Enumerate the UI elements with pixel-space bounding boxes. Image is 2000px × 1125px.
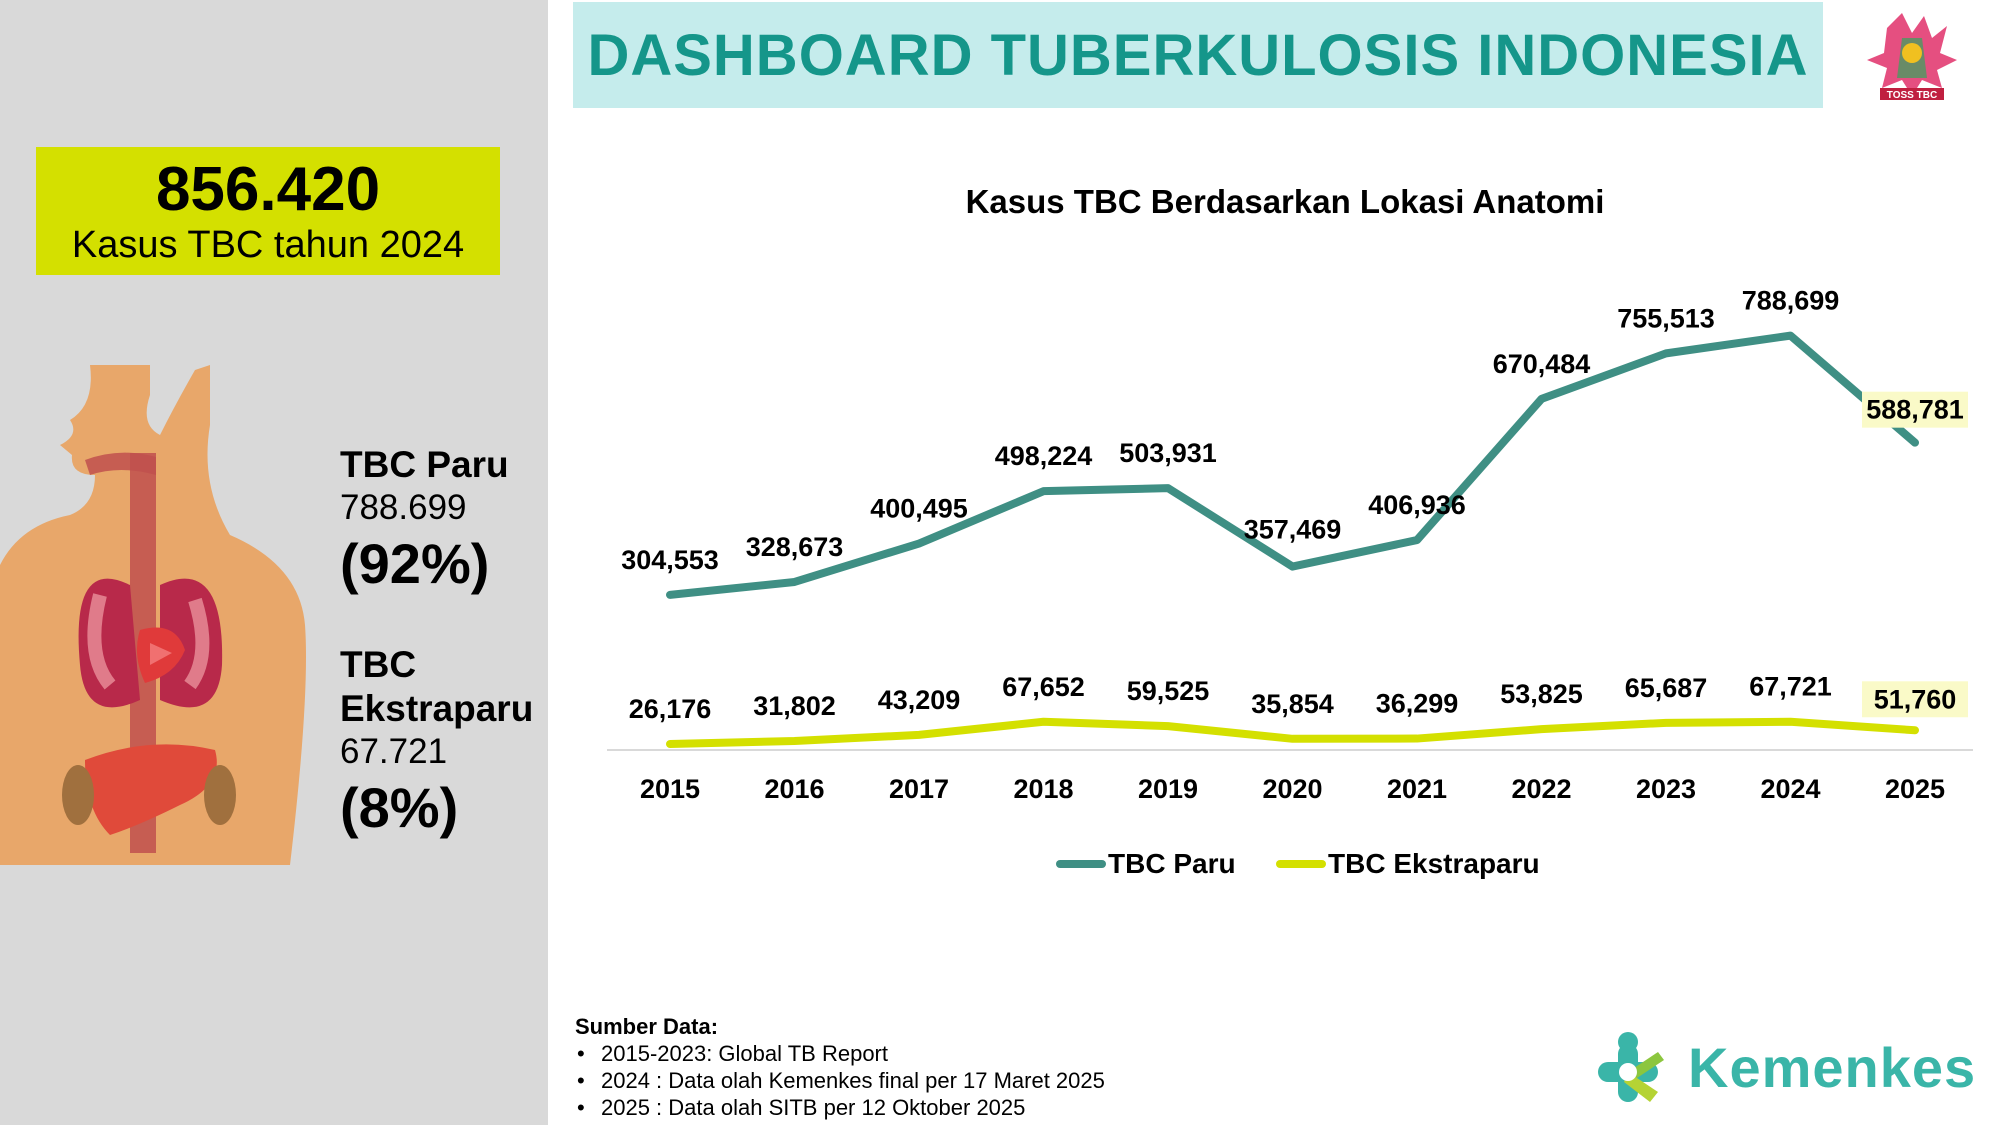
chart-title: Kasus TBC Berdasarkan Lokasi Anatomi xyxy=(966,183,1605,220)
data-label: 304,553 xyxy=(621,545,719,575)
left-panel: 856.420 Kasus TBC tahun 2024 TBC Paru 78… xyxy=(0,0,548,1125)
x-tick-label: 2018 xyxy=(1013,774,1073,804)
dashboard-header: DASHBOARD TUBERKULOSIS INDONESIA xyxy=(573,2,1823,108)
data-label: 406,936 xyxy=(1368,490,1466,520)
total-cases-value: 856.420 xyxy=(155,155,381,224)
page-title: DASHBOARD TUBERKULOSIS INDONESIA xyxy=(587,22,1809,88)
data-label: 67,652 xyxy=(1002,672,1085,702)
anatomy-illustration xyxy=(0,365,306,865)
data-label: 357,469 xyxy=(1244,515,1342,545)
legend-label: TBC Paru xyxy=(1108,848,1236,879)
x-tick-label: 2022 xyxy=(1511,774,1571,804)
data-label: 588,781 xyxy=(1866,395,1964,425)
data-label: 670,484 xyxy=(1493,349,1591,379)
data-label: 328,673 xyxy=(746,532,844,562)
x-tick-label: 2020 xyxy=(1262,774,1322,804)
data-label: 400,495 xyxy=(870,494,968,524)
data-label: 31,802 xyxy=(753,691,836,721)
data-label: 36,299 xyxy=(1376,689,1459,719)
data-label: 43,209 xyxy=(878,685,961,715)
source-list: 2015-2023: Global TB Report 2024 : Data … xyxy=(575,1040,1105,1121)
data-label: 53,825 xyxy=(1500,679,1583,709)
total-cases-box: 856.420 Kasus TBC tahun 2024 xyxy=(36,147,500,275)
ekstraparu-pct: (8%) xyxy=(340,776,459,839)
source-item: 2015-2023: Global TB Report xyxy=(575,1040,1105,1067)
paru-value: 788.699 xyxy=(340,488,467,527)
total-cases-label: Kasus TBC tahun 2024 xyxy=(71,224,465,266)
data-label: 51,760 xyxy=(1874,684,1957,714)
x-tick-label: 2016 xyxy=(764,774,824,804)
data-label: 67,721 xyxy=(1749,672,1832,702)
x-tick-label: 2021 xyxy=(1387,774,1447,804)
paru-pct: (92%) xyxy=(340,532,490,595)
legend-label: TBC Ekstraparu xyxy=(1328,848,1540,879)
x-tick-label: 2024 xyxy=(1760,774,1820,804)
data-label: 59,525 xyxy=(1127,676,1210,706)
ekstraparu-title-line1: TBC xyxy=(340,644,417,685)
data-label: 65,687 xyxy=(1625,673,1708,703)
data-label-highlight xyxy=(1862,681,1968,718)
ekstraparu-value: 67.721 xyxy=(340,732,448,771)
toss-logo-text: TOSS TBC xyxy=(1887,90,1937,101)
x-tick-label: 2017 xyxy=(889,774,949,804)
data-label-highlight xyxy=(1862,391,1968,428)
tbc-line-chart: Kasus TBC Berdasarkan Lokasi Anatomi 2015… xyxy=(607,183,1973,879)
source-item: 2025 : Data olah SITB per 12 Oktober 202… xyxy=(575,1094,1105,1121)
data-label: 788,699 xyxy=(1742,286,1840,316)
data-label: 755,513 xyxy=(1617,303,1715,333)
x-tick-label: 2025 xyxy=(1885,774,1945,804)
series-line-ekstraparu xyxy=(666,717,1919,748)
ekstraparu-title-line2: Ekstraparu xyxy=(340,688,534,729)
x-tick-label: 2019 xyxy=(1138,774,1198,804)
kemenkes-brand-name: Kemenkes xyxy=(1688,1036,1977,1099)
series-line-paru xyxy=(666,331,1919,599)
data-label: 26,176 xyxy=(629,694,712,724)
paru-stat: TBC Paru 788.699 (92%) xyxy=(340,443,509,599)
x-tick-label: 2023 xyxy=(1636,774,1696,804)
x-tick-label: 2015 xyxy=(640,774,700,804)
data-label: 503,931 xyxy=(1119,438,1217,468)
data-source: Sumber Data: 2015-2023: Global TB Report… xyxy=(575,1013,1105,1121)
kemenkes-logo-icon xyxy=(1598,1032,1664,1102)
source-item: 2024 : Data olah Kemenkes final per 17 M… xyxy=(575,1067,1105,1094)
ekstraparu-stat: TBC Ekstraparu 67.721 (8%) xyxy=(340,643,533,843)
paru-title: TBC Paru xyxy=(340,444,509,485)
source-title: Sumber Data: xyxy=(575,1014,719,1039)
data-label: 498,224 xyxy=(995,441,1093,471)
toss-tbc-logo: TOSS TBC xyxy=(1867,13,1957,101)
data-label: 35,854 xyxy=(1251,689,1334,719)
